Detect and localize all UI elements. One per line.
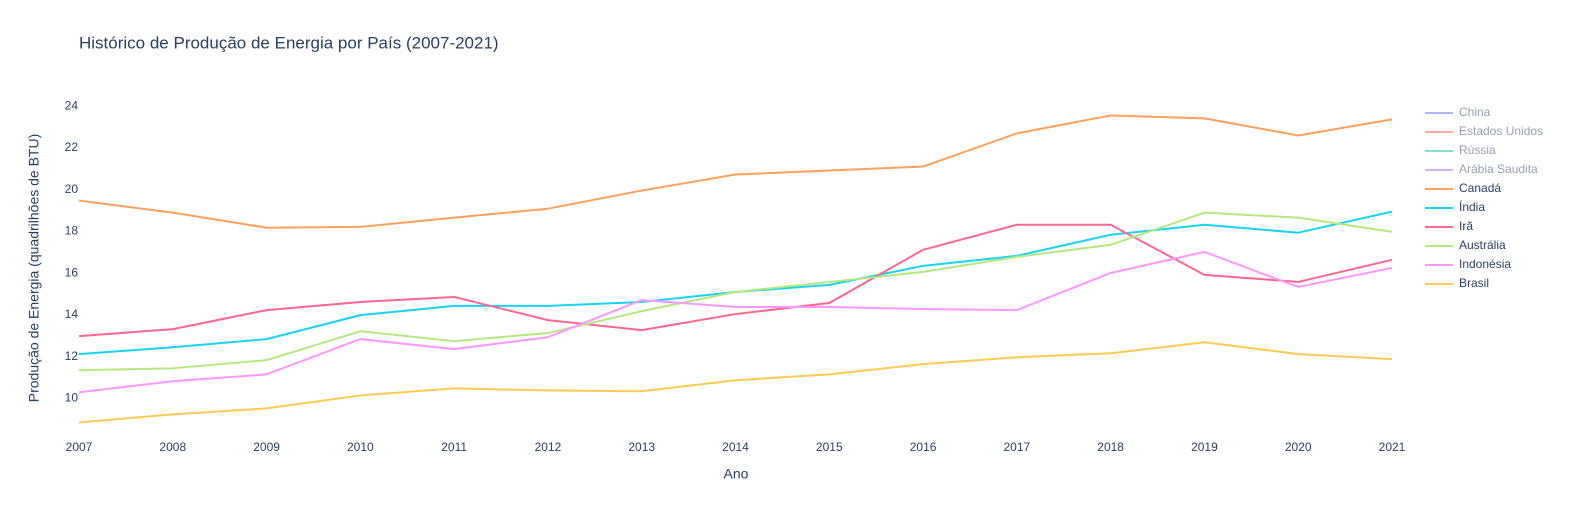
legend-label: Rússia (1459, 143, 1496, 157)
x-tick-label: 2021 (1379, 440, 1406, 454)
legend-label: Canadá (1459, 181, 1501, 195)
legend-label: China (1459, 105, 1491, 119)
x-tick-label: 2010 (347, 440, 374, 454)
x-tick-label: 2007 (66, 440, 93, 454)
x-tick-label: 2018 (1097, 440, 1124, 454)
x-tick-label: 2008 (159, 440, 186, 454)
x-tick-label: 2019 (1191, 440, 1218, 454)
x-tick-label: 2020 (1285, 440, 1312, 454)
legend-label: Arábia Saudita (1459, 162, 1538, 176)
y-tick-label: 12 (65, 349, 79, 363)
x-axis-title: Ano (724, 466, 749, 482)
y-tick-label: 16 (65, 265, 79, 279)
line (78, 114, 1393, 229)
line (78, 341, 1393, 424)
y-tick-label: 20 (65, 182, 79, 196)
legend-label: Estados Unidos (1459, 124, 1543, 138)
x-tick-label: 2013 (628, 440, 655, 454)
y-tick-label: 14 (65, 307, 79, 321)
y-tick-label: 24 (65, 98, 79, 112)
y-tick-label: 18 (65, 224, 79, 238)
legend-label: Irã (1459, 219, 1473, 233)
y-tick-label: 10 (65, 391, 79, 405)
line (78, 250, 1393, 394)
y-tick-label: 22 (65, 140, 79, 154)
x-tick-label: 2015 (816, 440, 843, 454)
y-axis-title: Produção de Energia (quadrilhões de BTU) (26, 134, 42, 403)
x-tick-label: 2012 (535, 440, 562, 454)
line (78, 211, 1393, 372)
x-tick-label: 2009 (253, 440, 280, 454)
x-tick-label: 2017 (1004, 440, 1031, 454)
legend-label: Índia (1459, 199, 1485, 214)
legend-label: Brasil (1459, 276, 1489, 290)
line (78, 223, 1393, 338)
chart-title: Histórico de Produção de Energia por Paí… (79, 33, 499, 52)
legend-label: Austrália (1459, 238, 1506, 252)
legend-label: Indonésia (1459, 257, 1511, 271)
x-tick-label: 2011 (441, 440, 467, 454)
x-tick-label: 2014 (722, 440, 749, 454)
x-tick-label: 2016 (910, 440, 937, 454)
line (78, 210, 1393, 356)
